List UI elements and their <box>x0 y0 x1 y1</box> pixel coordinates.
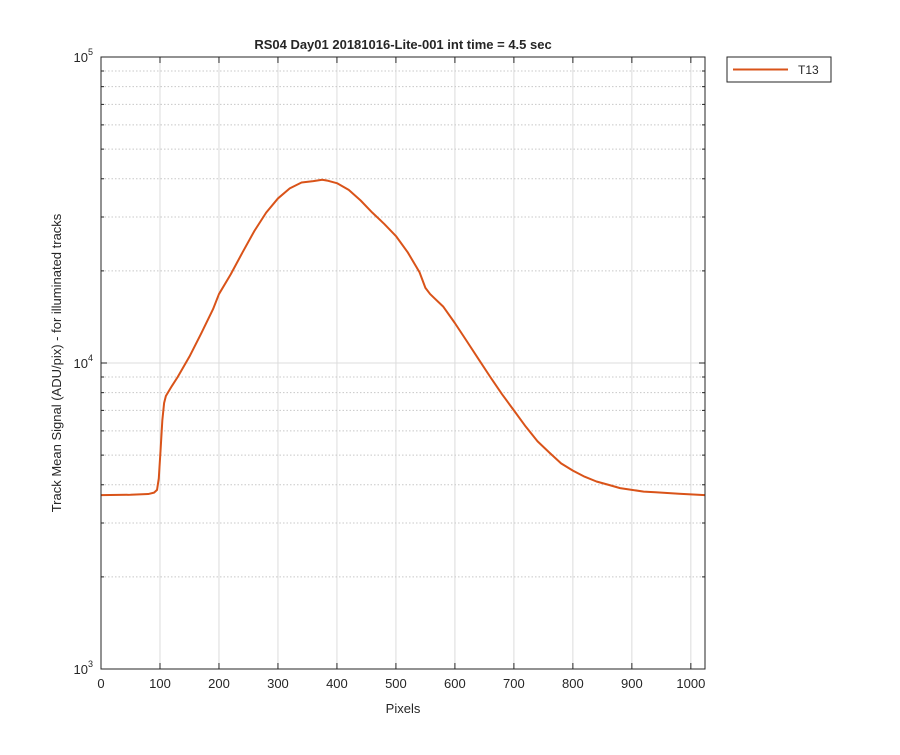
y-tick-label: 105 <box>74 47 93 65</box>
x-tick-label: 0 <box>97 676 104 691</box>
chart-title: RS04 Day01 20181016-Lite-001 int time = … <box>254 37 551 52</box>
x-tick-label: 800 <box>562 676 584 691</box>
x-tick-label: 500 <box>385 676 407 691</box>
series-layer <box>100 178 706 497</box>
y-tick-label: 104 <box>74 353 93 371</box>
y-axis-label: Track Mean Signal (ADU/pix) - for illumi… <box>49 213 64 512</box>
x-tick-label: 900 <box>621 676 643 691</box>
x-tick-label: 700 <box>503 676 525 691</box>
x-axis-label: Pixels <box>386 701 421 716</box>
x-tick-label: 600 <box>444 676 466 691</box>
legend[interactable]: T13 <box>726 56 832 83</box>
x-tick-label: 100 <box>149 676 171 691</box>
x-tick-label: 400 <box>326 676 348 691</box>
y-tick-label: 103 <box>74 659 93 677</box>
legend-entry-label: T13 <box>798 63 819 77</box>
series-line-T13 <box>100 178 706 497</box>
x-tick-label: 1000 <box>676 676 705 691</box>
x-tick-label: 200 <box>208 676 230 691</box>
ticks <box>100 56 705 670</box>
tick-labels: 0 100 200 300 400 500 600 700 800 900 1000 103 104 10… <box>74 47 706 691</box>
x-tick-label: 300 <box>267 676 289 691</box>
